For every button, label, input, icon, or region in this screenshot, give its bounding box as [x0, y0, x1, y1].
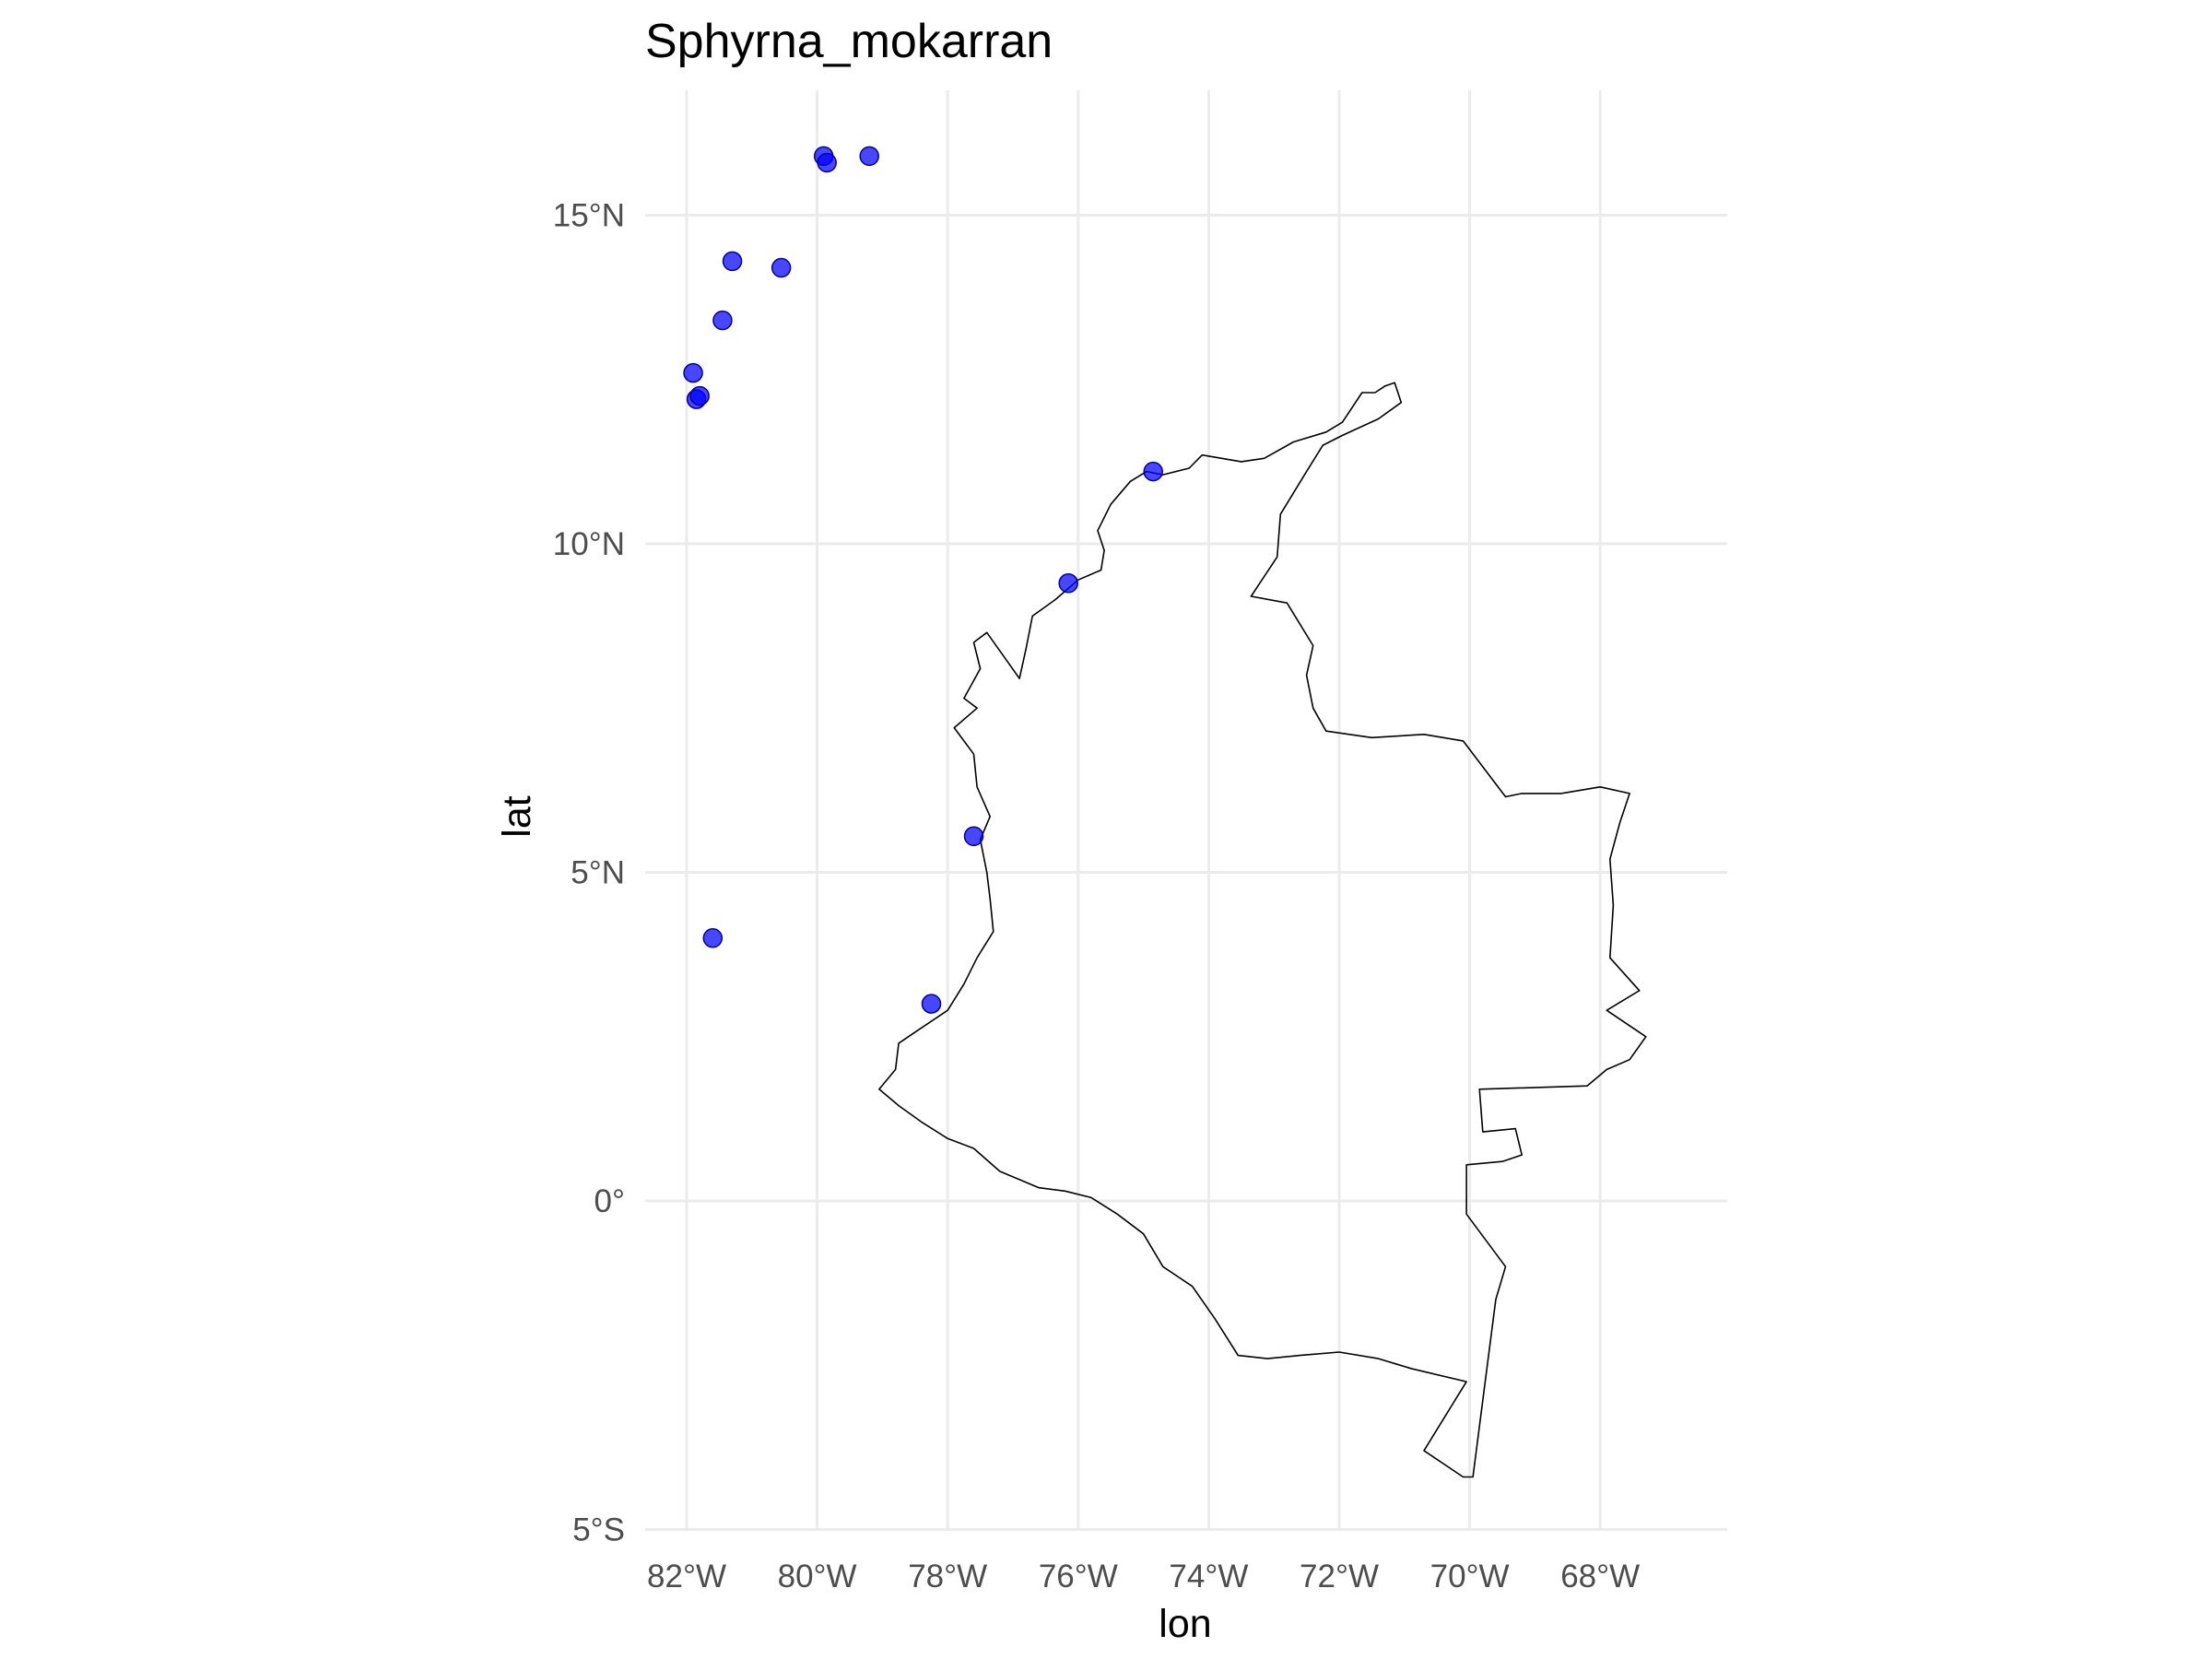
x-tick-label: 76°W: [1039, 1559, 1118, 1594]
grid: [645, 90, 1727, 1531]
x-tick-label: 70°W: [1430, 1559, 1510, 1594]
occurrence-point: [683, 362, 703, 383]
occurrence-point: [1058, 573, 1078, 594]
colombia-outline: [878, 382, 1647, 1478]
occurrence-point: [689, 385, 710, 406]
x-tick-label: 80°W: [778, 1559, 857, 1594]
y-tick-label: 5°S: [572, 1512, 625, 1548]
x-axis-title: lon: [1159, 1602, 1211, 1646]
x-tick-label: 72°W: [1300, 1559, 1379, 1594]
occurrence-point: [963, 826, 984, 847]
occurrence-point: [1143, 461, 1163, 482]
occurrence-point: [817, 152, 837, 173]
occurrence-point: [702, 928, 724, 948]
occurrence-point: [921, 994, 942, 1014]
occurrence-point: [771, 257, 792, 278]
y-tick-label: 0°: [594, 1183, 625, 1219]
occurrence-points: [683, 146, 1163, 1014]
country-outline: [878, 382, 1647, 1478]
x-tick-label: 74°W: [1169, 1559, 1248, 1594]
chart-title: Sphyrna_mokarran: [645, 15, 1053, 68]
occurrence-point: [859, 146, 879, 167]
occurrence-point: [722, 251, 743, 272]
x-tick-label: 68°W: [1560, 1559, 1640, 1594]
y-tick-label: 10°N: [553, 526, 625, 562]
y-tick-label: 15°N: [553, 198, 625, 234]
y-axis-ticks: 15°N 10°N 5°N 0° 5°S: [553, 198, 625, 1548]
x-axis-ticks: 82°W 80°W 78°W 76°W 74°W 72°W 70°W 68°W: [647, 1559, 1640, 1594]
x-tick-label: 82°W: [647, 1559, 726, 1594]
y-tick-label: 5°N: [571, 855, 625, 891]
x-tick-label: 78°W: [908, 1559, 987, 1594]
y-axis-title: lat: [495, 795, 539, 837]
occurrence-point: [712, 310, 733, 331]
